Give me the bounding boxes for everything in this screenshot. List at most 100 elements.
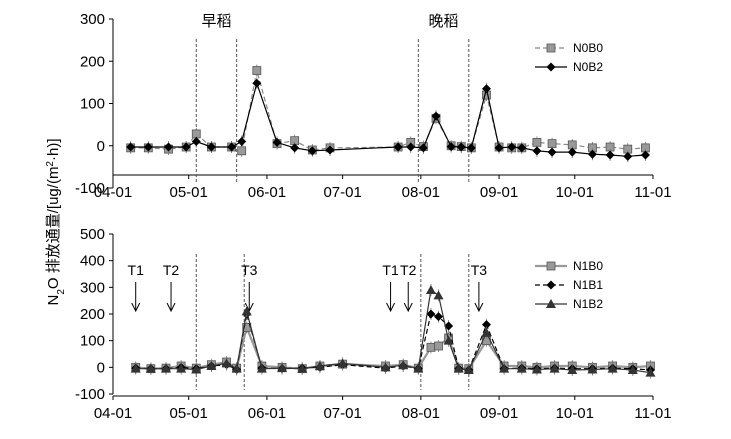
data-point xyxy=(627,365,638,374)
annotation-arrowhead xyxy=(386,302,396,313)
annotation-arrowhead xyxy=(131,302,141,313)
data-point xyxy=(567,365,578,374)
data-point xyxy=(126,142,136,152)
data-point xyxy=(221,358,232,368)
y-axis-label: N2O 排放通量/[ug/(m2·h)] xyxy=(45,139,67,306)
data-point xyxy=(431,111,441,121)
data-point xyxy=(446,142,456,152)
data-point xyxy=(164,142,174,152)
y-tick-label: 200 xyxy=(80,53,105,70)
data-point xyxy=(307,146,317,156)
data-point xyxy=(434,341,443,351)
data-point xyxy=(176,363,187,373)
legend-marker xyxy=(546,261,556,271)
data-point xyxy=(587,149,597,159)
data-point xyxy=(206,361,217,370)
treatment-annotation: T2 xyxy=(163,262,180,278)
data-point xyxy=(181,142,191,152)
y-tick-label: -100 xyxy=(75,386,105,403)
data-point xyxy=(466,143,476,153)
data-point xyxy=(605,150,615,160)
data-point xyxy=(237,146,247,156)
x-tick-label: 10-01 xyxy=(556,405,594,422)
data-point xyxy=(531,364,542,374)
x-tick-label: 10-01 xyxy=(556,184,594,201)
data-point xyxy=(481,84,491,94)
legend-label: N1B2 xyxy=(573,297,603,311)
data-point xyxy=(481,320,491,330)
data-point xyxy=(481,327,492,337)
data-point xyxy=(463,365,474,374)
season-label: 晚稻 xyxy=(429,13,459,30)
data-point xyxy=(237,137,247,147)
x-tick-label: 08-01 xyxy=(402,184,440,201)
data-point xyxy=(517,143,527,153)
x-tick-label: 09-01 xyxy=(480,405,518,422)
data-point xyxy=(607,363,618,373)
data-point xyxy=(272,137,282,147)
data-point xyxy=(418,143,428,153)
data-point xyxy=(567,147,577,157)
data-point xyxy=(206,142,216,152)
y-tick-label: -100 xyxy=(75,180,105,197)
y-tick-label: 100 xyxy=(80,333,105,350)
data-point xyxy=(434,312,444,322)
data-point xyxy=(241,306,252,316)
annotation-arrowhead xyxy=(403,302,413,313)
data-point xyxy=(587,364,598,374)
data-point xyxy=(532,146,542,156)
data-point xyxy=(297,363,308,373)
y-tick-label: 400 xyxy=(80,253,105,270)
y-tick-label: 300 xyxy=(80,279,105,296)
data-point xyxy=(231,363,242,373)
data-point xyxy=(413,363,424,373)
treatment-annotation: T1 xyxy=(128,262,145,278)
data-point xyxy=(252,78,262,88)
treatment-annotation: T1 xyxy=(382,262,399,278)
data-point xyxy=(191,137,201,147)
series-N0B2 xyxy=(126,77,650,163)
chart-panel-bottom: 500 400 300 200 100 0 -100 04-01 05-01 06-01 07-01… xyxy=(75,226,672,422)
x-tick-label: 05-01 xyxy=(170,184,208,201)
legend-marker xyxy=(546,43,556,53)
data-point xyxy=(145,363,156,373)
data-point xyxy=(337,358,348,368)
series-N1B2 xyxy=(130,284,656,379)
x-tick-label: 04-01 xyxy=(94,405,132,422)
data-point xyxy=(549,363,560,373)
data-point xyxy=(640,150,650,160)
x-tick-label: 11-01 xyxy=(634,184,671,201)
data-point xyxy=(130,363,141,373)
data-point xyxy=(314,361,325,370)
series-N0B0 xyxy=(126,64,650,157)
data-point xyxy=(425,285,436,294)
y-tick-label: 500 xyxy=(80,226,105,243)
data-point xyxy=(426,342,436,352)
x-tick-label: 11-01 xyxy=(634,405,671,422)
data-point xyxy=(380,362,391,372)
data-point xyxy=(456,142,466,152)
data-point xyxy=(499,363,510,373)
treatment-annotation: T2 xyxy=(400,262,417,278)
data-point xyxy=(443,335,454,345)
data-point xyxy=(325,145,335,155)
series-line xyxy=(130,70,646,152)
x-tick-label: 06-01 xyxy=(248,184,286,201)
legend-label: N0B2 xyxy=(573,60,603,74)
data-point xyxy=(227,142,237,152)
x-tick-label: 07-01 xyxy=(323,405,361,422)
data-point xyxy=(252,66,262,75)
data-point xyxy=(256,363,267,373)
x-tick-label: 09-01 xyxy=(480,184,518,201)
data-point xyxy=(290,143,300,153)
x-tick-label: 08-01 xyxy=(402,405,440,422)
legend-label: N1B0 xyxy=(573,259,603,273)
legend-label: N1B1 xyxy=(573,278,603,292)
data-point xyxy=(547,147,557,157)
legend-marker xyxy=(546,299,556,308)
y-tick-label: 0 xyxy=(97,359,105,376)
data-point xyxy=(143,142,153,152)
data-point xyxy=(494,143,504,153)
